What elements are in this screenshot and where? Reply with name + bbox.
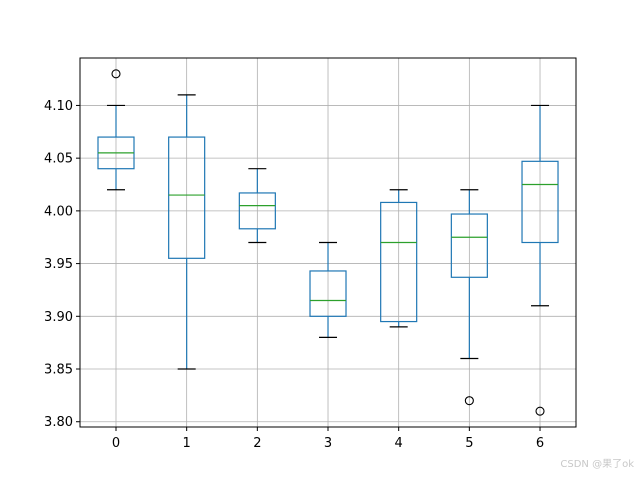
y-tick-label: 3.80: [44, 415, 73, 430]
box-2: [238, 168, 276, 244]
box-3: [309, 241, 347, 338]
watermark-text: CSDN @果了ok: [560, 459, 634, 470]
box-iqr: [450, 213, 488, 278]
x-tick-label: 3: [324, 436, 332, 451]
x-tick-label: 4: [395, 436, 403, 451]
box-5: [450, 189, 488, 406]
y-tick-label: 3.95: [44, 257, 73, 272]
axis-ticks: 0 1 2 3 4 5 6 3.80 3.85 3.90 3.95 4.00 4.05 4.10: [44, 99, 544, 451]
box-iqr: [521, 160, 559, 244]
x-tick-label: 1: [183, 436, 191, 451]
flier-point: [535, 406, 545, 416]
box-iqr: [309, 270, 347, 317]
box-iqr: [380, 201, 418, 323]
flier-point: [464, 396, 474, 406]
box-iqr: [238, 192, 276, 230]
y-tick-label: 3.90: [44, 310, 73, 325]
box-6: [521, 104, 559, 416]
box-series: [97, 69, 559, 416]
y-tick-label: 3.85: [44, 363, 73, 378]
x-tick-label: 5: [465, 436, 473, 451]
box-iqr: [168, 136, 206, 259]
box-4: [380, 189, 418, 328]
y-tick-label: 4.10: [44, 99, 73, 114]
flier-point: [111, 69, 121, 79]
y-tick-label: 4.00: [44, 204, 73, 219]
box-0: [97, 69, 135, 191]
x-tick-label: 6: [536, 436, 544, 451]
y-tick-label: 4.05: [44, 152, 73, 167]
box-1: [168, 94, 206, 370]
x-tick-label: 2: [253, 436, 261, 451]
x-tick-label: 0: [112, 436, 120, 451]
